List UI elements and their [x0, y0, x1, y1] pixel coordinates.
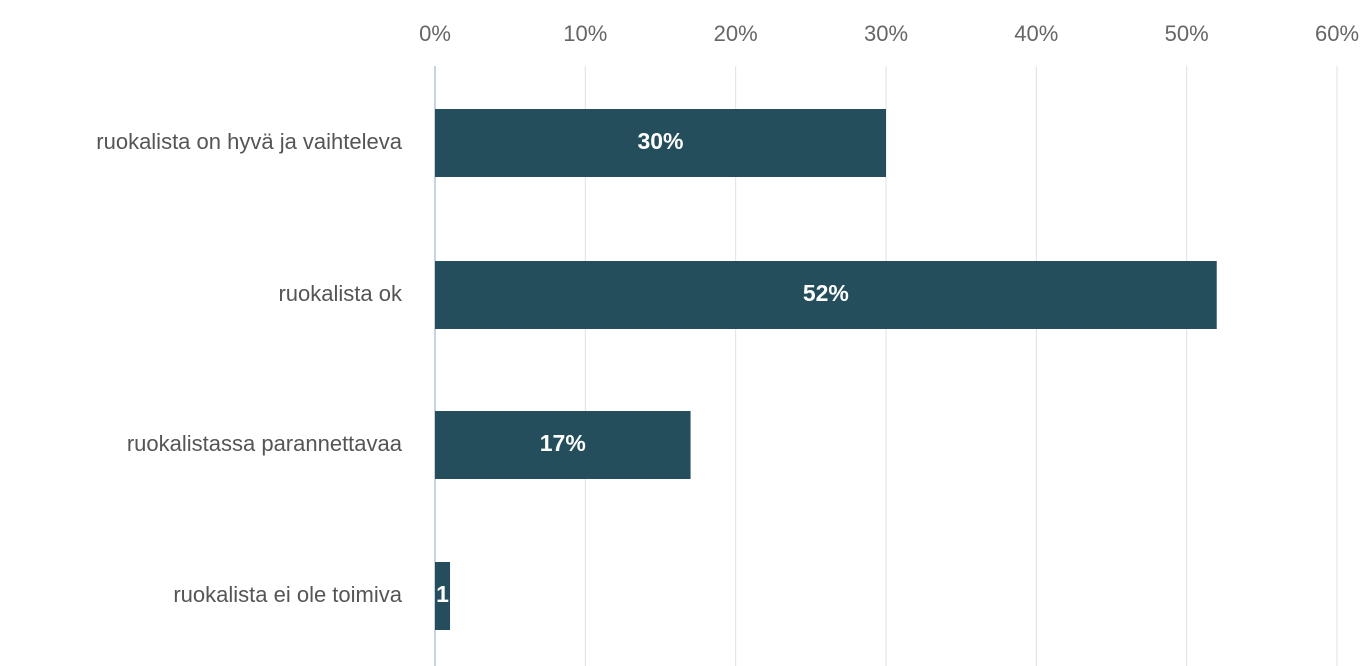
x-tick-label: 20%: [714, 21, 758, 46]
bar: [435, 411, 691, 479]
x-tick-label: 40%: [1014, 21, 1058, 46]
data-label: 52%: [803, 280, 849, 306]
x-tick-label: 60%: [1315, 21, 1359, 46]
bar: [435, 109, 886, 177]
data-label: 17%: [540, 430, 586, 456]
x-tick-label: 0%: [419, 21, 451, 46]
bar: [435, 261, 1217, 329]
x-tick-label: 30%: [864, 21, 908, 46]
data-labels: 30% 52% 17% 1: [436, 128, 849, 607]
x-tick-label: 50%: [1165, 21, 1209, 46]
category-label: ruokalista ei ole toimiva: [173, 582, 402, 607]
bars: [435, 109, 1217, 630]
category-label: ruokalistassa parannettavaa: [127, 431, 403, 456]
x-axis-ticks: 0% 10% 20% 30% 40% 50% 60%: [419, 21, 1359, 46]
data-label: 30%: [637, 128, 683, 154]
category-label: ruokalista ok: [278, 281, 403, 306]
data-label: 1: [436, 581, 449, 607]
bar: [435, 562, 451, 630]
x-tick-label: 10%: [563, 21, 607, 46]
category-labels: ruokalista on hyvä ja vaihteleva ruokalis…: [96, 129, 403, 607]
category-label: ruokalista on hyvä ja vaihteleva: [96, 129, 402, 154]
